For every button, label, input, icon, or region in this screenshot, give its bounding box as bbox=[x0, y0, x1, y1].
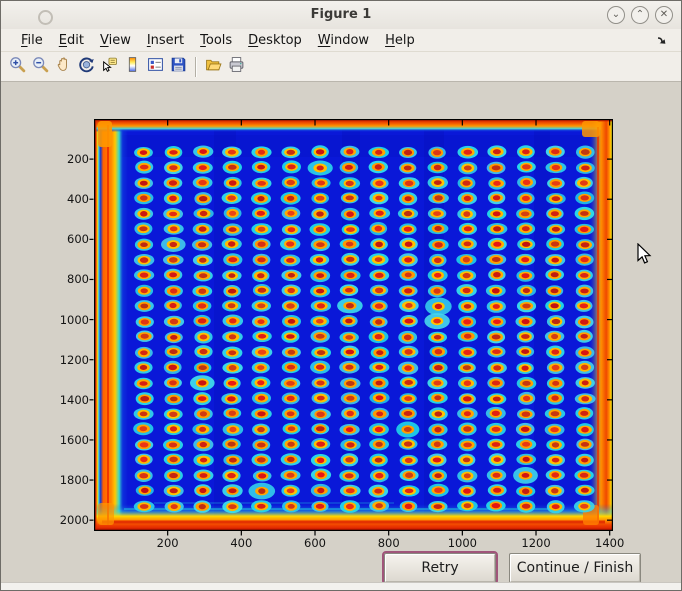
menubar: FileEditViewInsertToolsDesktopWindowHelp bbox=[1, 29, 681, 52]
toolbar-save-button[interactable] bbox=[167, 55, 190, 79]
figure-window: Figure 1 ⌄ ⌃ ✕ FileEditViewInsertToolsDesk… bbox=[0, 0, 682, 591]
print-icon bbox=[228, 56, 245, 77]
data-cursor-icon bbox=[101, 56, 118, 77]
zoom-in-icon bbox=[9, 56, 26, 77]
toolbar-print-button[interactable] bbox=[225, 55, 248, 79]
x-tick-label: 400 bbox=[217, 536, 265, 550]
y-tick-label: 1600 bbox=[41, 433, 89, 447]
y-tick-label: 400 bbox=[41, 192, 89, 206]
retry-button[interactable]: Retry bbox=[384, 553, 496, 583]
pan-icon bbox=[55, 56, 72, 77]
menu-item-file[interactable]: File bbox=[13, 31, 51, 50]
x-tick-label: 600 bbox=[291, 536, 339, 550]
open-icon bbox=[205, 56, 222, 77]
x-tick-label: 1400 bbox=[586, 536, 634, 550]
toolbar-separator bbox=[195, 57, 197, 77]
menu-item-desktop[interactable]: Desktop bbox=[240, 31, 310, 50]
window-controls: ⌄ ⌃ ✕ bbox=[607, 6, 673, 24]
menu-item-window[interactable]: Window bbox=[310, 31, 377, 50]
colorbar-icon bbox=[124, 56, 141, 77]
continue-finish-button[interactable]: Continue / Finish bbox=[509, 553, 641, 583]
toolbar-rotate-3d-button[interactable] bbox=[75, 55, 98, 79]
heatmap-plot[interactable] bbox=[88, 113, 619, 541]
menubar-overflow-arrow[interactable] bbox=[656, 31, 667, 50]
window-bottom-edge bbox=[1, 582, 681, 590]
toolbar-pan-button[interactable] bbox=[52, 55, 75, 79]
x-tick-label: 1200 bbox=[512, 536, 560, 550]
figure-toolbar bbox=[1, 52, 681, 82]
close-button[interactable]: ✕ bbox=[655, 6, 673, 24]
y-tick-label: 2000 bbox=[41, 513, 89, 527]
toolbar-zoom-out-button[interactable] bbox=[29, 55, 52, 79]
titlebar[interactable]: Figure 1 ⌄ ⌃ ✕ bbox=[1, 1, 681, 30]
menu-item-edit[interactable]: Edit bbox=[51, 31, 92, 50]
y-tick-label: 1200 bbox=[41, 353, 89, 367]
toolbar-legend-button[interactable] bbox=[144, 55, 167, 79]
menu-item-help[interactable]: Help bbox=[377, 31, 423, 50]
x-tick-label: 1000 bbox=[438, 536, 486, 550]
y-tick-label: 600 bbox=[41, 232, 89, 246]
window-title: Figure 1 bbox=[1, 7, 681, 22]
y-tick-label: 800 bbox=[41, 272, 89, 286]
x-tick-label: 800 bbox=[365, 536, 413, 550]
menu-item-tools[interactable]: Tools bbox=[192, 31, 240, 50]
toolbar-colorbar-button[interactable] bbox=[121, 55, 144, 79]
dock-arrow-icon bbox=[656, 35, 667, 46]
y-tick-label: 200 bbox=[41, 152, 89, 166]
save-icon bbox=[170, 56, 187, 77]
y-tick-label: 1000 bbox=[41, 313, 89, 327]
legend-icon bbox=[147, 56, 164, 77]
toolbar-zoom-in-button[interactable] bbox=[6, 55, 29, 79]
zoom-out-icon bbox=[32, 56, 49, 77]
rotate-3d-icon bbox=[78, 56, 95, 77]
minimize-button[interactable]: ⌄ bbox=[607, 6, 625, 24]
menu-item-insert[interactable]: Insert bbox=[139, 31, 192, 50]
y-tick-label: 1400 bbox=[41, 393, 89, 407]
toolbar-data-cursor-button[interactable] bbox=[98, 55, 121, 79]
toolbar-open-button[interactable] bbox=[202, 55, 225, 79]
menu-item-view[interactable]: View bbox=[92, 31, 139, 50]
y-tick-label: 1800 bbox=[41, 473, 89, 487]
maximize-button[interactable]: ⌃ bbox=[631, 6, 649, 24]
x-tick-label: 200 bbox=[144, 536, 192, 550]
